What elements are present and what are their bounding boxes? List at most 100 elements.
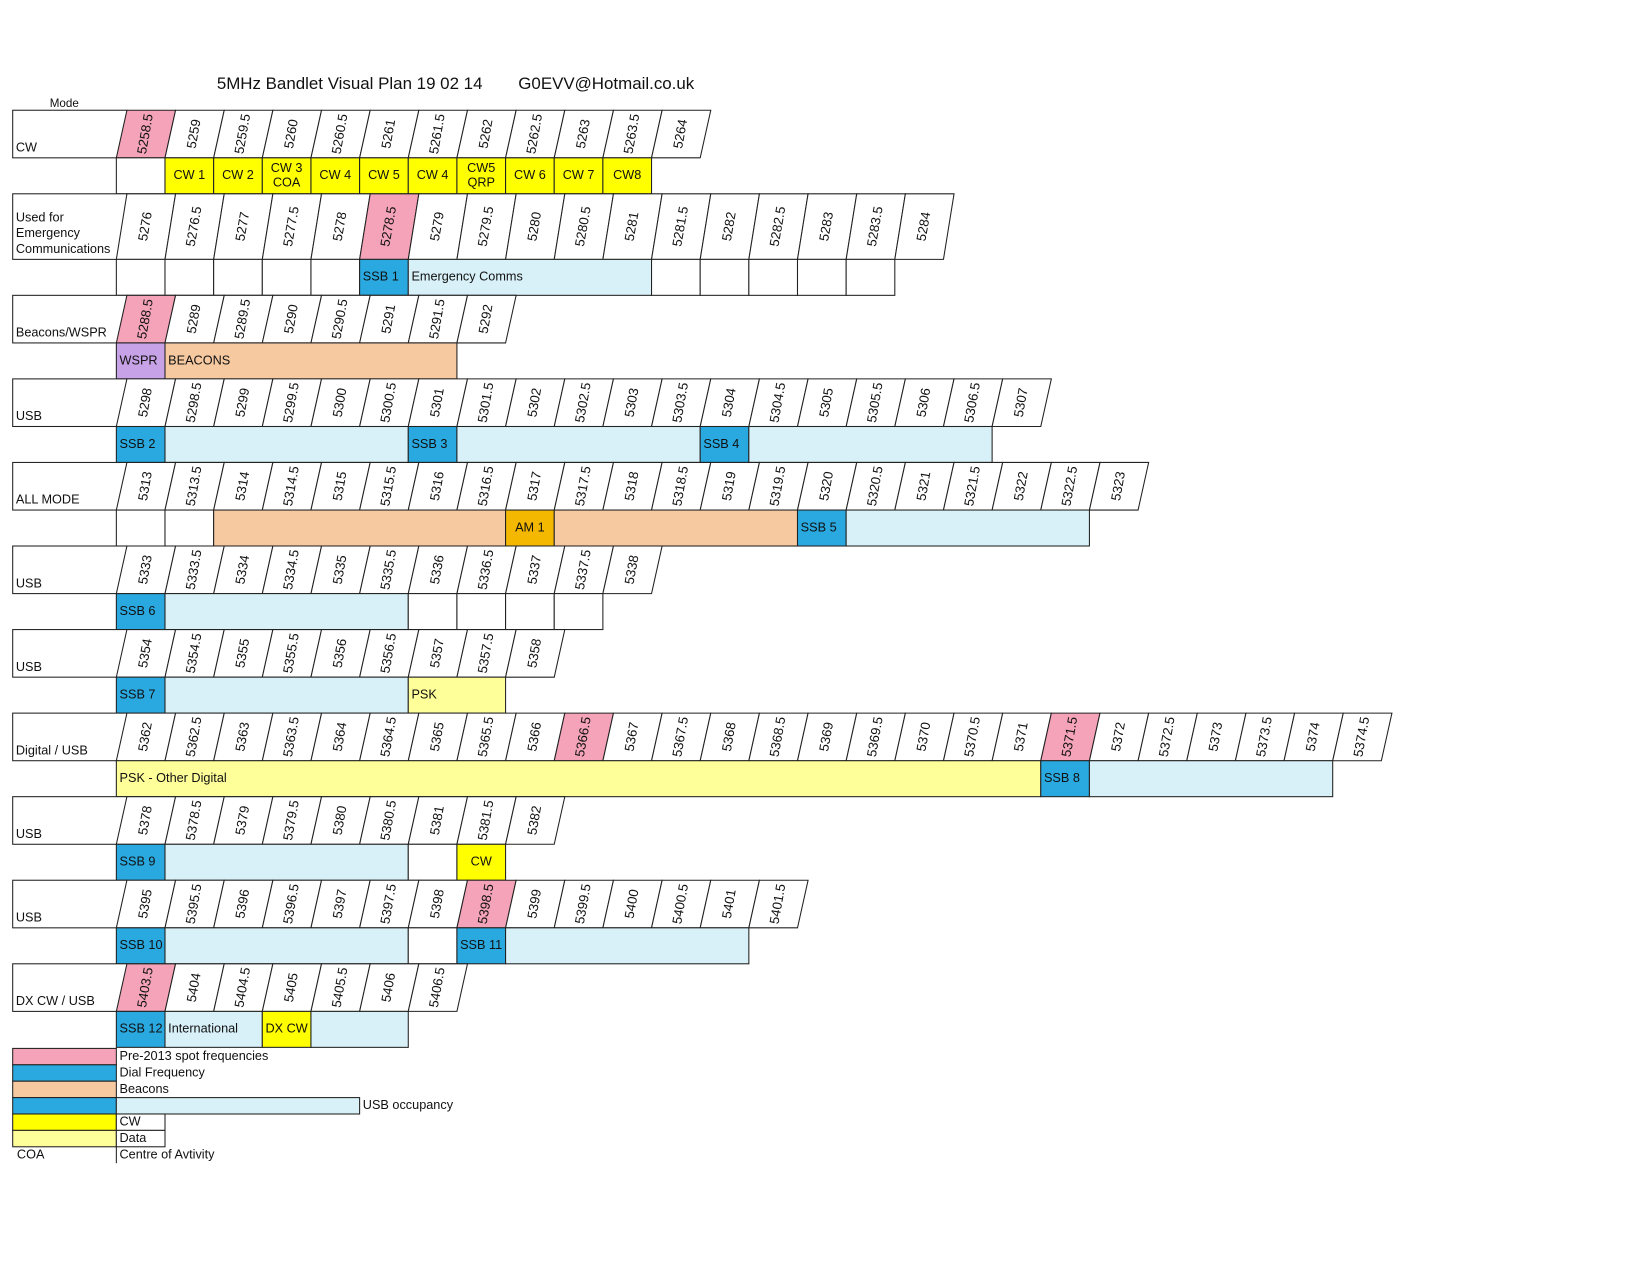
freq-label: 5381 <box>427 805 447 837</box>
freq-label: 5369 <box>816 721 836 753</box>
freq-label: 5398 <box>427 888 447 920</box>
freq-label: 5369.5 <box>864 716 886 758</box>
freq-label: 5365.5 <box>475 716 497 758</box>
freq-label: 5292 <box>476 303 496 335</box>
freq-label: 5368.5 <box>767 716 789 758</box>
freq-label: 5368 <box>719 721 739 753</box>
alloc-cell <box>796 509 847 547</box>
freq-label: 5281.5 <box>669 205 691 247</box>
alloc-cell <box>164 258 215 296</box>
legend-label: Dial Frequency <box>120 1065 206 1079</box>
mode-label: Emergency <box>16 226 81 240</box>
freq-label: 5263.5 <box>621 113 643 155</box>
freq-label: 5401 <box>719 888 739 920</box>
freq-label: 5364 <box>330 721 350 753</box>
mode-cell <box>12 461 128 511</box>
freq-label: 5358 <box>524 637 544 669</box>
freq-label: 5371 <box>1011 721 1031 753</box>
freq-label: 5378 <box>135 805 155 837</box>
alloc-cell <box>115 676 166 714</box>
freq-label: 5277.5 <box>280 205 302 247</box>
freq-label: 5319 <box>719 470 739 502</box>
freq-label: 5301 <box>427 387 447 419</box>
alloc-cell <box>407 157 458 195</box>
mode-heading: Mode <box>50 97 79 110</box>
alloc-cell <box>115 760 1042 798</box>
alloc-cell <box>456 927 507 965</box>
alloc-cell <box>359 157 409 195</box>
alloc-cell <box>845 258 896 296</box>
mode-cell <box>12 629 128 678</box>
freq-label: 5299 <box>232 387 252 419</box>
freq-label: 5322 <box>1011 470 1031 502</box>
alloc-label: SSB 4 <box>703 437 739 451</box>
alloc-label: CW5 <box>467 161 495 175</box>
freq-label: 5261.5 <box>426 113 448 155</box>
legend-label: CW <box>120 1115 141 1129</box>
freq-label: 5367.5 <box>669 716 691 758</box>
freq-label: 5372.5 <box>1156 716 1178 758</box>
freq-label: 5277 <box>232 211 252 243</box>
freq-label: 5279.5 <box>475 205 497 247</box>
freq-label: 5366 <box>524 721 544 753</box>
freq-cell <box>504 796 566 845</box>
freq-label: 5306.5 <box>961 381 983 423</box>
freq-label: 5335 <box>330 554 350 586</box>
freq-label: 5398.5 <box>475 883 497 925</box>
freq-label: 5259 <box>184 118 204 150</box>
freq-label: 5314.5 <box>280 465 302 507</box>
alloc-cell <box>553 157 604 195</box>
freq-label: 5405 <box>281 972 301 1004</box>
freq-label: 5278.5 <box>377 205 399 247</box>
freq-label: 5382 <box>524 805 544 837</box>
freq-label: 5403.5 <box>134 966 156 1008</box>
freq-label: 5357 <box>427 637 447 669</box>
alloc-label: CW8 <box>613 168 641 182</box>
freq-label: 5262.5 <box>523 113 545 155</box>
freq-label: 5405.5 <box>329 966 351 1008</box>
mode-label: USB <box>16 910 42 924</box>
alloc-cell <box>505 509 555 547</box>
alloc-label: CW 7 <box>563 168 595 182</box>
freq-label: 5282 <box>719 211 739 243</box>
alloc-cell <box>310 157 361 195</box>
freq-label: 5372 <box>1108 721 1128 753</box>
freq-label: 5260.5 <box>329 113 351 155</box>
alloc-cell <box>213 157 263 195</box>
alloc-label: PSK - Other Digital <box>120 771 227 785</box>
freq-label: 5337 <box>524 554 544 586</box>
legend-swatch <box>12 1129 117 1148</box>
freq-label: 5338 <box>622 554 642 586</box>
freq-label: 5316.5 <box>475 465 497 507</box>
freq-label: 5290 <box>281 303 301 335</box>
alloc-cell <box>553 509 799 547</box>
alloc-label: AM 1 <box>515 520 545 534</box>
alloc-cell <box>456 425 701 463</box>
alloc-label: BEACONS <box>168 353 230 367</box>
freq-label: 5367 <box>622 721 642 753</box>
legend-swatch <box>115 1129 166 1148</box>
freq-label: 5317.5 <box>572 465 594 507</box>
freq-label: 5397.5 <box>377 883 399 925</box>
alloc-label: CW 6 <box>514 168 546 182</box>
freq-label: 5373 <box>1205 721 1225 753</box>
alloc-cell <box>115 258 166 296</box>
freq-label: 5301.5 <box>475 381 497 423</box>
mode-label: Beacons/WSPR <box>16 326 107 340</box>
alloc-cell <box>456 593 507 631</box>
alloc-cell <box>748 425 993 463</box>
alloc-cell <box>456 843 507 881</box>
alloc-cell <box>505 927 750 965</box>
freq-label: 5379 <box>232 805 252 837</box>
freq-label: 5396.5 <box>280 883 302 925</box>
alloc-cell <box>407 425 458 463</box>
freq-label: 5322.5 <box>1059 465 1081 507</box>
freq-label: 5337.5 <box>572 548 594 590</box>
freq-cell <box>602 545 663 595</box>
freq-label: 5289.5 <box>231 298 253 340</box>
alloc-cell <box>115 1010 166 1048</box>
freq-label: 5355 <box>232 637 252 669</box>
mode-cell <box>12 712 128 762</box>
freq-label: 5354.5 <box>183 632 205 674</box>
title: 5MHz Bandlet Visual Plan 19 02 14 <box>217 74 483 93</box>
